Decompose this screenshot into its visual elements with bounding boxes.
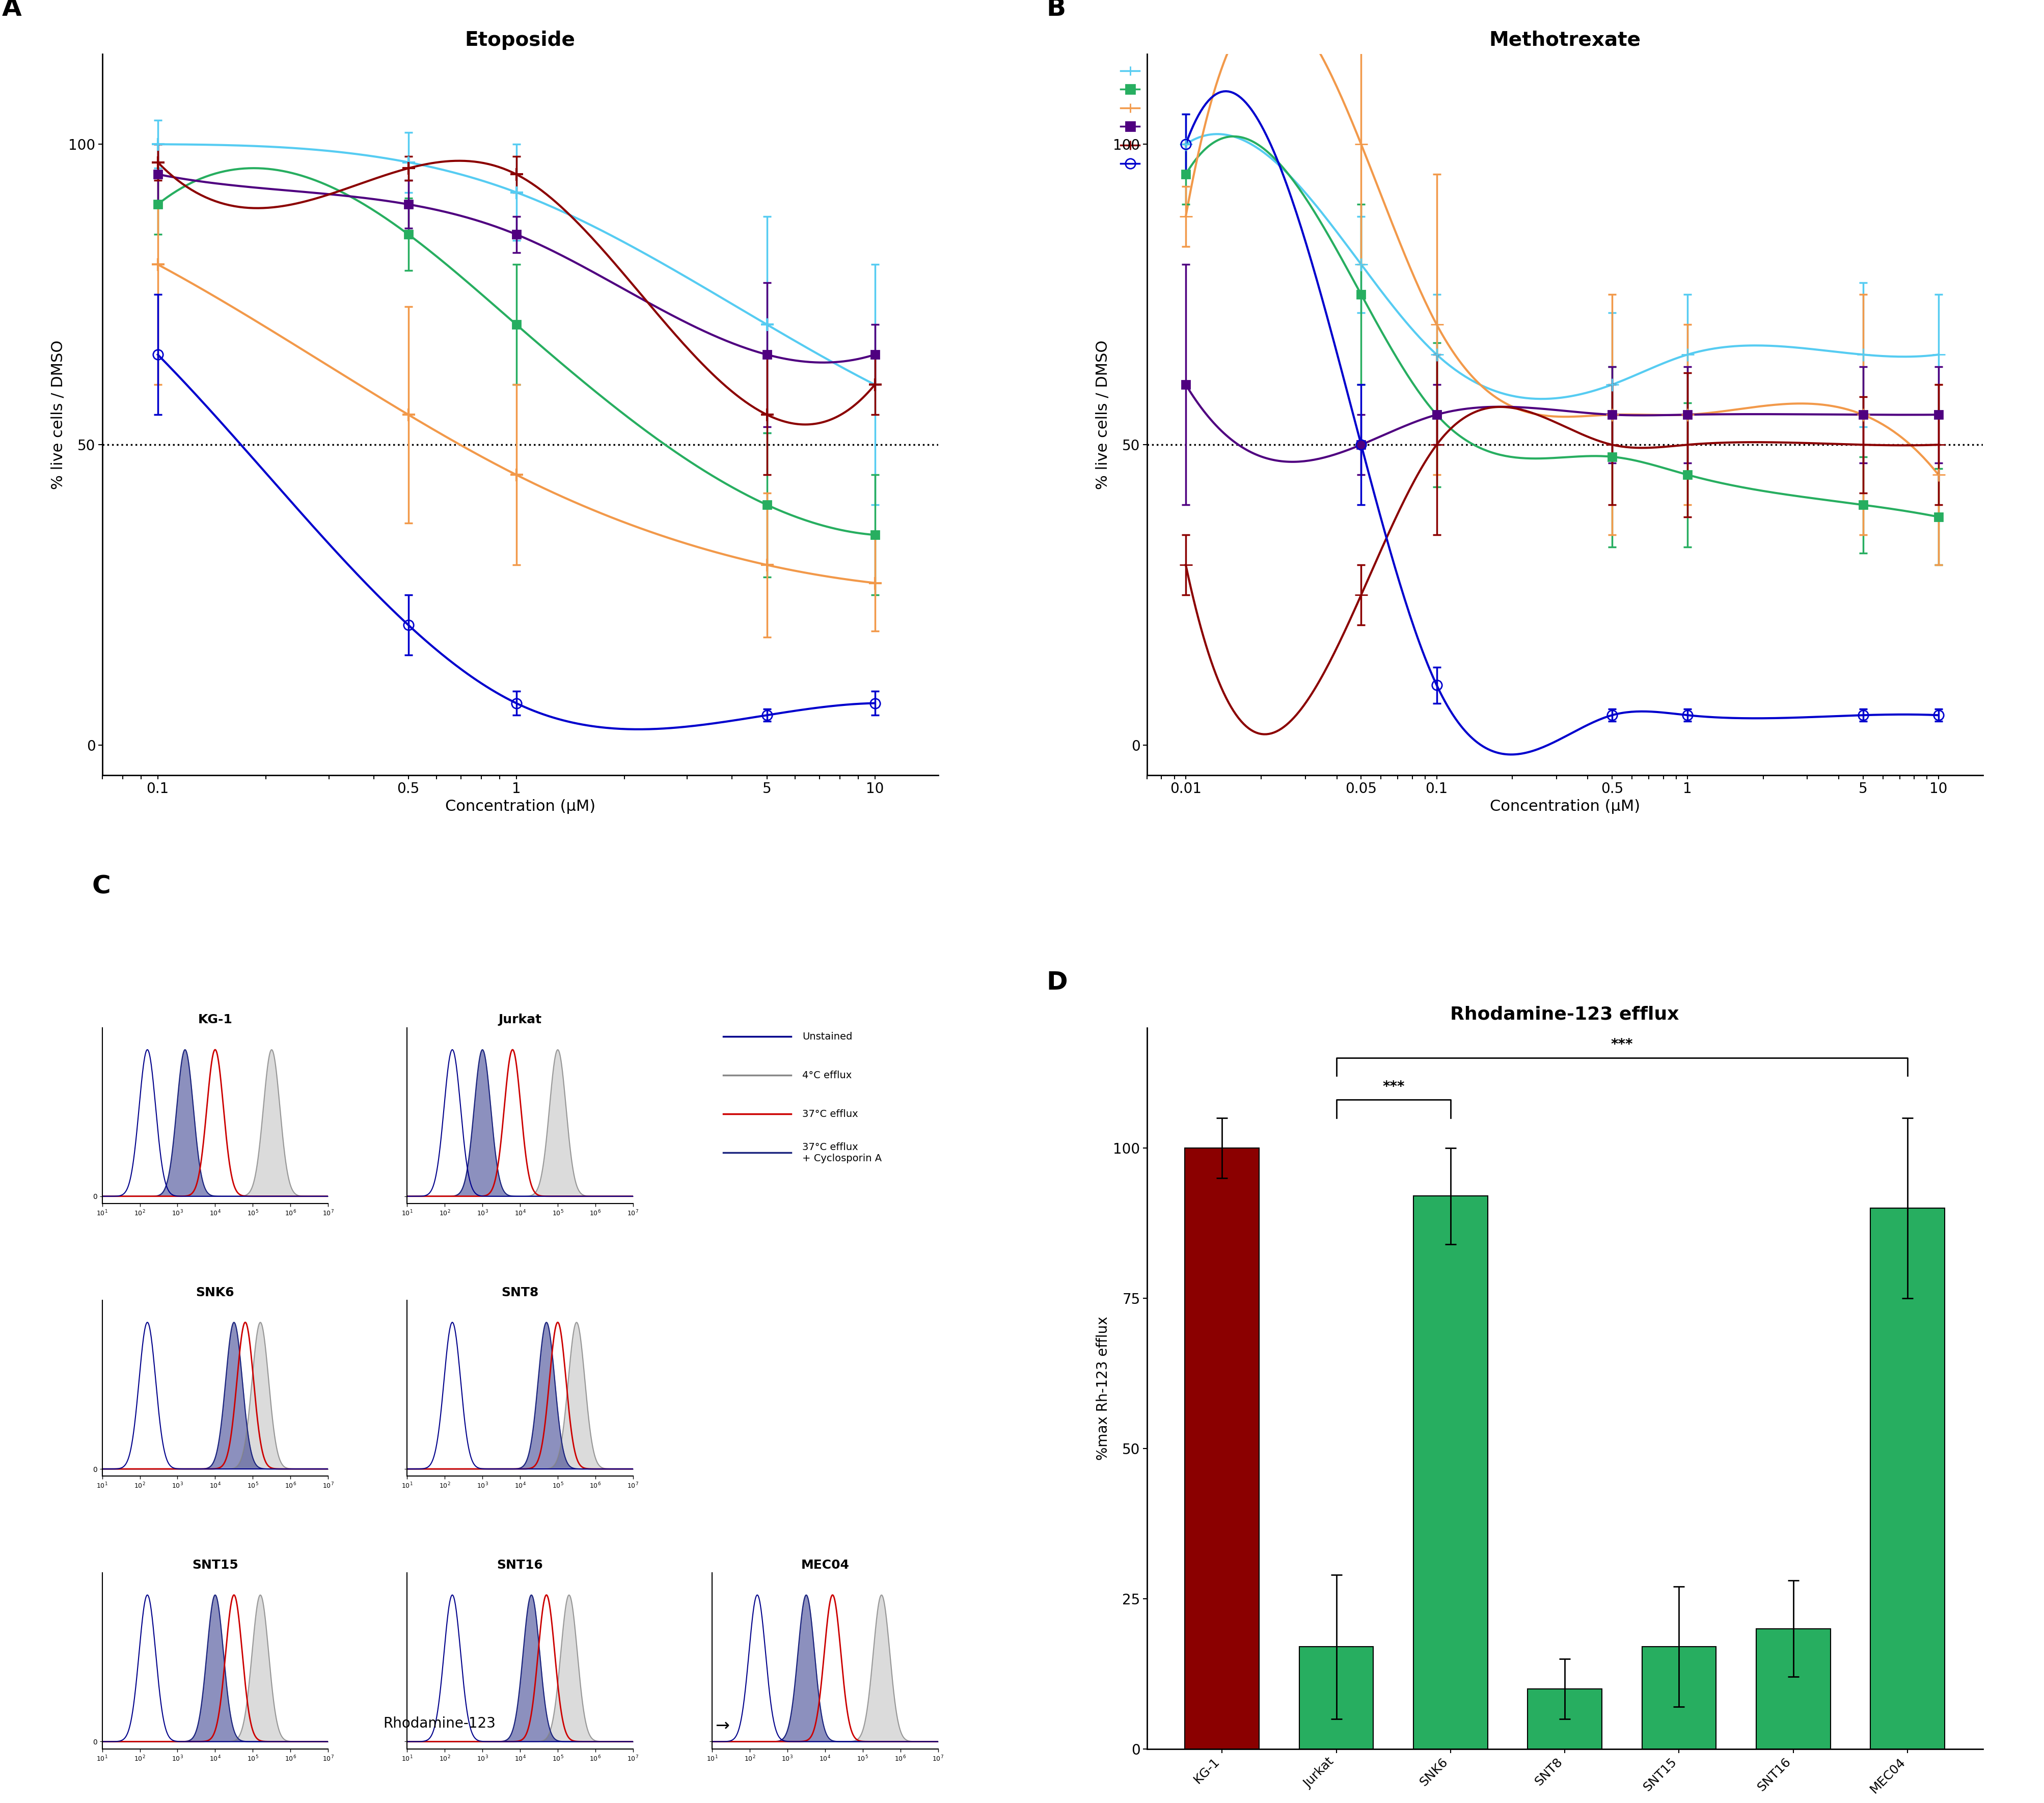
Text: ***: *** [1611,1037,1633,1051]
Bar [1186,1149,1259,1749]
Bar [1300,1646,1374,1749]
Text: →: → [715,1718,730,1734]
Text: B: B [1047,0,1067,22]
Text: D: D [1047,970,1067,995]
Text: ***: *** [1382,1080,1404,1094]
Text: C: C [92,874,110,900]
Text: Rhodamine-123: Rhodamine-123 [382,1716,497,1731]
Title: SNK6: SNK6 [196,1286,235,1298]
X-axis label: Concentration (μM): Concentration (μM) [1490,799,1639,813]
X-axis label: Concentration (μM): Concentration (μM) [446,799,595,813]
Y-axis label: % live cells / DMSO: % live cells / DMSO [1096,341,1110,489]
Y-axis label: %max Rh-123 efflux: %max Rh-123 efflux [1096,1316,1110,1460]
Title: Methotrexate: Methotrexate [1488,31,1641,50]
Title: KG-1: KG-1 [198,1013,233,1026]
Title: SNT8: SNT8 [501,1286,540,1298]
Text: Unstained: Unstained [803,1031,852,1042]
Title: Rhodamine-123 efflux: Rhodamine-123 efflux [1451,1006,1680,1022]
Text: ENKTL/
CAEBV: ENKTL/ CAEBV [1314,377,1361,402]
Text: 37°C efflux: 37°C efflux [803,1109,858,1118]
Bar [1412,1195,1488,1749]
Title: SNT16: SNT16 [497,1560,544,1570]
Title: Jurkat: Jurkat [499,1013,542,1026]
Bar [1756,1628,1831,1749]
Bar [1870,1208,1944,1749]
Title: MEC04: MEC04 [801,1560,848,1570]
Title: Etoposide: Etoposide [464,31,574,50]
Bar [1641,1646,1717,1749]
Bar [1527,1689,1602,1749]
Title: SNT15: SNT15 [192,1560,239,1570]
Text: 37°C efflux
+ Cyclosporin A: 37°C efflux + Cyclosporin A [803,1141,881,1163]
Text: A: A [2,0,22,22]
Legend: SNK6, SNT8, SNT15, SNT16, MEC04, MOLT4: SNK6, SNT8, SNT15, SNT16, MEC04, MOLT4 [1116,61,1200,177]
Y-axis label: % live cells / DMSO: % live cells / DMSO [51,341,65,489]
Text: 4°C efflux: 4°C efflux [803,1071,852,1080]
